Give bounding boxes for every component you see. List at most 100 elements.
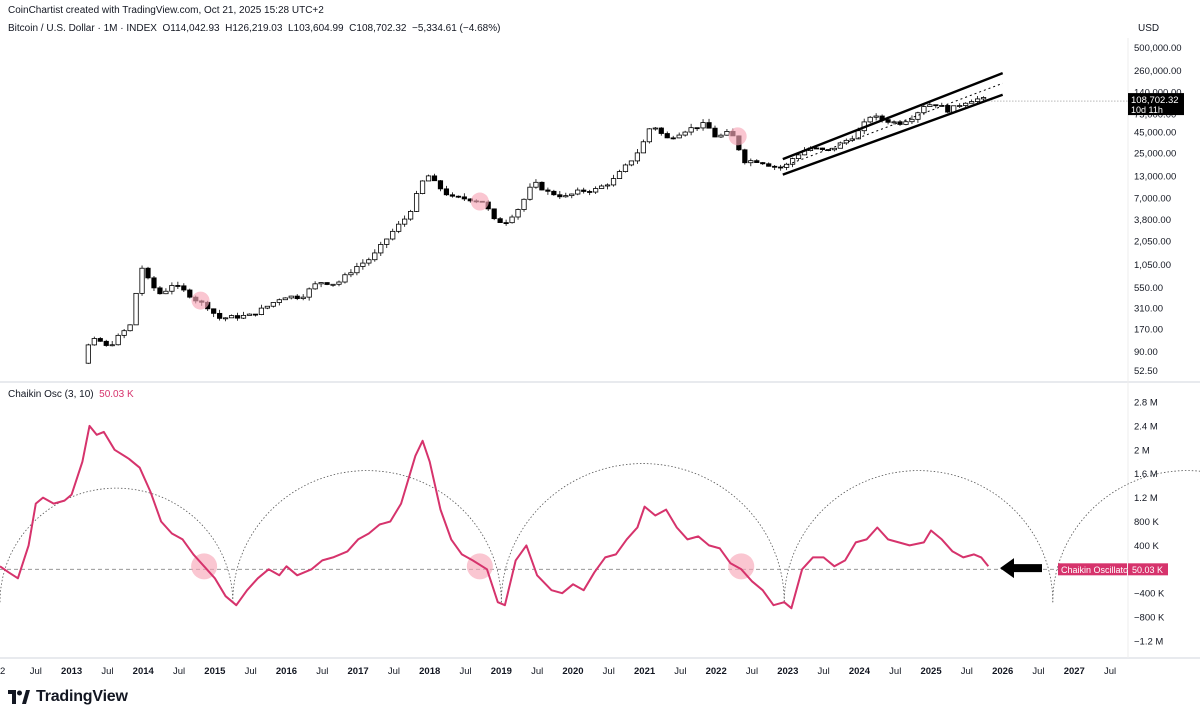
indicator-legend[interactable]: Chaikin Osc (3, 10) 50.03 K [8, 389, 134, 400]
candle-up [963, 102, 969, 106]
candle-up [789, 158, 796, 165]
candle-down [145, 267, 151, 279]
osc-tick-label: 2 M [1134, 445, 1150, 456]
time-tick-label: 2015 [204, 666, 226, 677]
time-tick-label: Jul [101, 666, 113, 677]
candle-up [957, 105, 963, 107]
candle-down [742, 149, 748, 164]
price-tick-label: 25,000.00 [1134, 148, 1176, 159]
candle-up [903, 121, 909, 125]
candle-up [599, 185, 605, 189]
candle-down [181, 285, 187, 291]
candle-down [754, 160, 760, 163]
candle-up [336, 281, 342, 285]
last-price-value: 108,702.32 [1131, 95, 1179, 106]
candle-down [658, 127, 664, 134]
candle-up [270, 302, 276, 307]
time-tick-label: 2018 [419, 666, 440, 677]
time-tick-label: Jul [1104, 666, 1116, 677]
candle-up [873, 115, 879, 118]
time-tick-label: 12 [0, 666, 5, 677]
time-tick-label: 2024 [849, 666, 871, 677]
candle-up [378, 244, 384, 254]
time-tick-label: Jul [388, 666, 400, 677]
time-tick-label: 2025 [920, 666, 942, 677]
tradingview-logo[interactable]: TradingView [8, 688, 128, 706]
currency-text: USD [1138, 23, 1160, 34]
candle-down [431, 175, 438, 182]
ohlc-open: O114,042.93 [162, 23, 220, 34]
candle-down [103, 340, 109, 346]
candle-down [557, 194, 563, 198]
credit-line: CoinChartist created with TradingView.co… [8, 5, 324, 16]
cycle-arc [0, 487, 234, 603]
candle-down [664, 133, 670, 139]
candle-up [300, 296, 306, 299]
candle-down [766, 163, 772, 167]
candle-down [587, 191, 593, 193]
osc-tick-label: −1.2 M [1134, 637, 1163, 648]
channel-lower-line [782, 93, 1004, 176]
indicator-name: Chaikin Osc (3, 10) [8, 389, 94, 400]
time-tick-label: Jul [961, 666, 973, 677]
candle-up [610, 178, 617, 186]
price-highlight-circle [191, 291, 210, 310]
price-tick-label: 3,800.00 [1134, 215, 1171, 226]
candle-down [885, 119, 891, 123]
osc-tick-label: 800 K [1134, 517, 1159, 528]
osc-highlight-circle [728, 553, 755, 580]
candle-up [264, 305, 270, 309]
candle-down [772, 165, 778, 168]
candle-up [276, 299, 282, 303]
time-tick-label: 2022 [706, 666, 727, 677]
candle-down [217, 312, 223, 319]
candle-down [503, 222, 509, 224]
credit-text: CoinChartist created with TradingView.co… [8, 5, 324, 16]
candle-up [246, 313, 253, 316]
candle-up [676, 134, 682, 139]
last-price-countdown: 10d 11h [1131, 105, 1163, 115]
candle-up [867, 116, 873, 123]
osc-tick-label: 1.2 M [1134, 493, 1158, 504]
price-highlight-circle [728, 127, 747, 146]
candle-down [211, 308, 217, 314]
time-tick-label: Jul [674, 666, 686, 677]
candle-up [342, 274, 348, 283]
time-tick-label: Jul [459, 666, 471, 677]
candle-up [718, 134, 724, 138]
candle-down [825, 149, 831, 151]
oscillator-tag-value: 50.03 K [1132, 565, 1163, 575]
candle-down [760, 162, 766, 165]
candle-up [975, 98, 981, 102]
candle-up [133, 292, 139, 326]
symbol-legend[interactable]: Bitcoin / U.S. Dollar · 1M · INDEX O114,… [8, 23, 500, 34]
osc-tick-label: 2.8 M [1134, 397, 1158, 408]
price-tick-label: 500,000.00 [1134, 43, 1182, 54]
osc-tick-label: 1.6 M [1134, 469, 1158, 480]
candle-up [360, 262, 366, 267]
candle-up [354, 266, 360, 274]
candle-up [282, 297, 288, 301]
time-tick-label: Jul [1032, 666, 1044, 677]
oscillator-tag-name-bg [1058, 563, 1127, 576]
candle-down [551, 190, 557, 196]
ohlc-close: C108,702.32 [349, 23, 407, 34]
time-tick-label: 2023 [777, 666, 798, 677]
price-pane [85, 72, 1128, 364]
candle-up [724, 131, 730, 136]
axes: 500,000.00260,000.00140,000.0075,000.004… [0, 43, 1184, 677]
grid [0, 38, 1200, 659]
brand-wordmark: TradingView [36, 688, 128, 705]
candle-up [563, 195, 569, 198]
osc-tick-label: −800 K [1134, 613, 1165, 624]
oscillator-pane [0, 424, 1200, 610]
candle-down [694, 127, 700, 130]
candle-up [312, 283, 318, 290]
candle-up [228, 315, 235, 319]
candle-down [449, 194, 455, 197]
candle-down [455, 195, 461, 198]
cycle-arc [1052, 470, 1200, 603]
candle-down [187, 289, 193, 298]
candle-down [437, 180, 444, 190]
